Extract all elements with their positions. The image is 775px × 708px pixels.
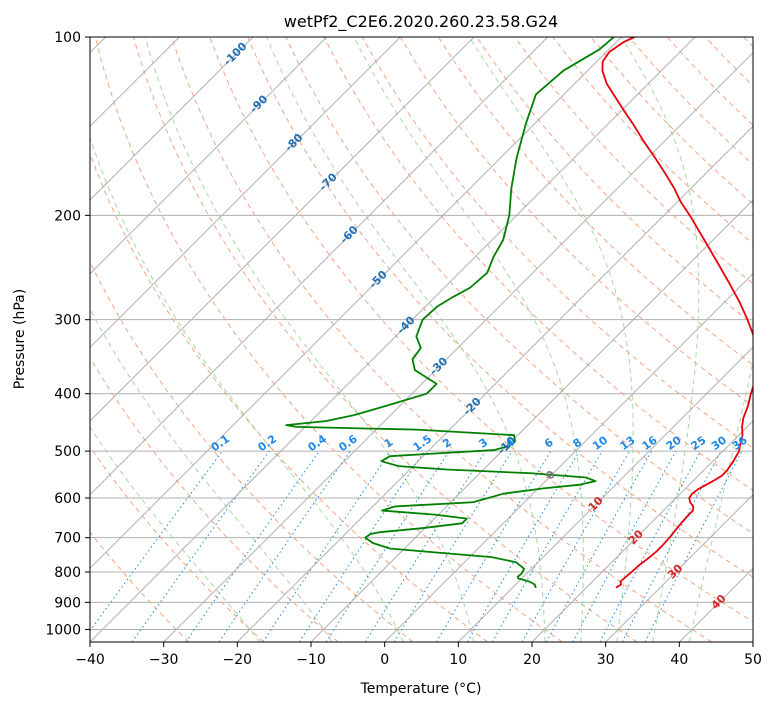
mixing-ratio-line bbox=[185, 450, 320, 642]
dewpoint-profile bbox=[285, 37, 615, 589]
isotherm-line bbox=[90, 37, 328, 275]
y-tick-label: 700 bbox=[54, 531, 81, 547]
dry-adiabats bbox=[90, 37, 753, 642]
moist-adiabat-line bbox=[353, 37, 584, 642]
dry-adiabat-line bbox=[171, 37, 713, 642]
dry-adiabat-line bbox=[94, 37, 563, 642]
dry-adiabat-line bbox=[132, 37, 638, 642]
mixing-ratio-line bbox=[218, 450, 351, 642]
chart-title: wetPf2_C2E6.2020.260.23.58.G24 bbox=[284, 12, 558, 32]
dry-adiabat-line bbox=[399, 37, 753, 407]
moist-adiabat-line bbox=[90, 426, 261, 642]
y-tick-label: 400 bbox=[54, 387, 81, 403]
x-tick-label: 0 bbox=[380, 652, 389, 668]
isotherm-line bbox=[90, 37, 401, 349]
mixing-ratio-line bbox=[131, 450, 270, 642]
dry-adiabat-line bbox=[247, 37, 753, 578]
mixing-ratio-line bbox=[435, 450, 552, 642]
x-tick-label: 40 bbox=[670, 652, 688, 668]
mixing-ratio-lines bbox=[90, 450, 743, 642]
dry-adiabat-line bbox=[514, 37, 753, 285]
y-tick-label: 900 bbox=[54, 595, 81, 611]
isotherm-line bbox=[310, 199, 753, 642]
y-tick-label: 200 bbox=[54, 208, 81, 224]
isotherm-line bbox=[457, 346, 753, 642]
x-tick-label: −20 bbox=[223, 652, 253, 668]
mixing-ratio-line bbox=[262, 450, 392, 642]
mixing-ratio-line bbox=[467, 450, 580, 642]
isotherms bbox=[90, 37, 753, 642]
moist-adiabat-line bbox=[620, 37, 700, 642]
isotherm-line bbox=[90, 37, 696, 642]
mixing-ratio-line bbox=[599, 450, 701, 642]
x-tick-label: −40 bbox=[75, 652, 105, 668]
isotherm-line bbox=[384, 272, 753, 642]
dry-adiabat-line bbox=[90, 446, 264, 642]
x-tick-label: −10 bbox=[296, 652, 326, 668]
y-tick-label: 300 bbox=[54, 313, 81, 329]
isotherm-line bbox=[90, 37, 622, 570]
x-tick-label: 50 bbox=[744, 652, 762, 668]
y-axis-ticks: 100 200 300 400 500 600 700 800 900 1000 bbox=[45, 30, 90, 638]
isotherm-line bbox=[531, 420, 753, 642]
isotherm-line bbox=[605, 493, 753, 642]
temperature-profile bbox=[601, 37, 753, 589]
pressure-gridlines bbox=[90, 36, 753, 630]
mixing-ratio-line bbox=[364, 450, 486, 642]
moist-adiabat-line bbox=[90, 135, 404, 642]
x-axis-label: Temperature (°C) bbox=[360, 681, 482, 697]
x-tick-label: 20 bbox=[523, 652, 541, 668]
isotherm-line bbox=[90, 37, 475, 422]
isotherm-line bbox=[90, 37, 254, 201]
mixing-ratio-line bbox=[572, 450, 677, 642]
y-tick-label: 100 bbox=[54, 30, 81, 46]
dry-adiabat-line bbox=[90, 152, 488, 642]
x-tick-label: 10 bbox=[449, 652, 467, 668]
sounding-profiles bbox=[285, 37, 753, 589]
y-tick-label: 1000 bbox=[45, 622, 81, 638]
y-tick-label: 600 bbox=[54, 491, 81, 507]
moist-adiabat-line bbox=[266, 37, 546, 642]
x-axis-ticks: −40 −30 −20 −10 0 10 20 30 40 50 bbox=[75, 642, 762, 668]
moist-adiabat-line bbox=[144, 37, 475, 642]
plot-frame bbox=[89, 36, 754, 643]
mixing-ratio-line bbox=[298, 450, 425, 642]
y-tick-label: 500 bbox=[54, 444, 81, 460]
x-tick-label: −30 bbox=[149, 652, 179, 668]
dry-adiabat-line bbox=[209, 37, 753, 623]
isotherm-line bbox=[90, 37, 549, 496]
y-axis-label: Pressure (hPa) bbox=[12, 289, 28, 389]
isotherm-line bbox=[163, 51, 753, 642]
dry-adiabat-line bbox=[361, 37, 753, 449]
dry-adiabat-line bbox=[90, 531, 190, 642]
mixing-ratio-line bbox=[325, 450, 450, 642]
x-tick-label: 30 bbox=[597, 652, 615, 668]
y-tick-label: 800 bbox=[54, 565, 81, 581]
isotherm-line bbox=[236, 125, 753, 642]
